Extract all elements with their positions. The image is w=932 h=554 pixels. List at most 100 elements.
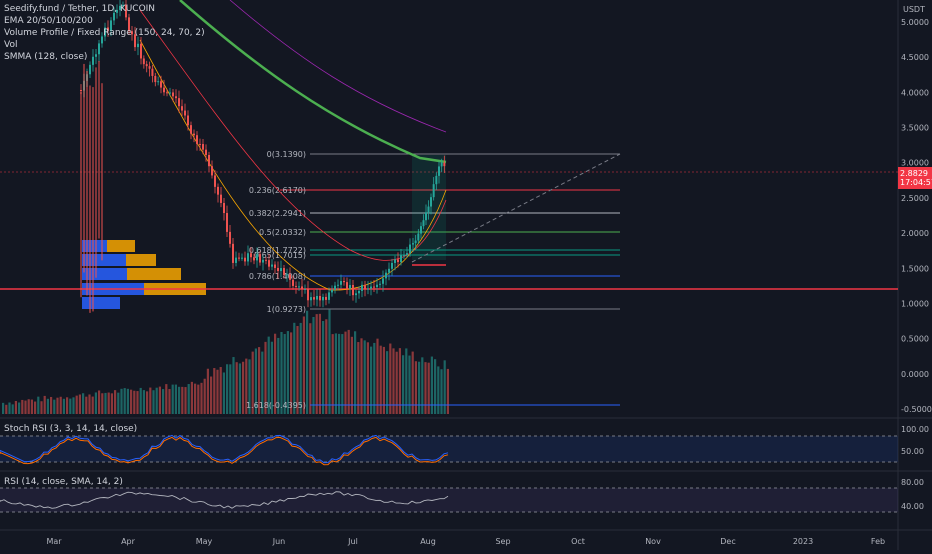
candle-body bbox=[244, 257, 246, 262]
time-axis-label: May bbox=[196, 537, 213, 546]
volume-bar bbox=[286, 331, 289, 414]
candle-body bbox=[438, 166, 440, 176]
price-axis-label: 0.0000 bbox=[901, 370, 929, 379]
volume-bar bbox=[94, 392, 97, 414]
candle-body bbox=[259, 254, 261, 263]
legend-ema[interactable]: EMA 20/50/100/200 bbox=[4, 16, 93, 26]
candle-body bbox=[283, 268, 285, 276]
legend-pair[interactable]: Seedify.fund / Tether, 1D, KUCOIN bbox=[4, 4, 156, 14]
candle-body bbox=[364, 284, 366, 290]
volume-bar bbox=[50, 396, 53, 414]
legend-volume-profile[interactable]: Volume Profile / Fixed Range (150, 24, 7… bbox=[4, 28, 205, 38]
volume-bar bbox=[200, 382, 203, 414]
volume-bar bbox=[398, 348, 401, 414]
candle-body bbox=[310, 297, 312, 301]
price-axis-label: 5.0000 bbox=[901, 18, 929, 27]
volume-bar bbox=[270, 341, 273, 414]
candle-body bbox=[370, 286, 372, 289]
candle-body bbox=[414, 240, 417, 244]
volume-bar bbox=[158, 386, 161, 414]
volume-bar bbox=[338, 333, 341, 414]
candle-body bbox=[425, 212, 427, 221]
candle-body bbox=[406, 253, 408, 255]
volume-bar bbox=[14, 400, 17, 414]
volume-bar bbox=[78, 394, 81, 414]
volume-bar bbox=[347, 329, 350, 414]
candle-body bbox=[169, 92, 171, 94]
volume-bar bbox=[219, 367, 222, 414]
candle-body bbox=[443, 162, 446, 167]
volume-bar bbox=[427, 362, 430, 414]
volume-bar bbox=[21, 399, 24, 414]
volume-bar bbox=[69, 398, 72, 414]
price-axis-label: 2.0000 bbox=[901, 229, 929, 238]
candle-body bbox=[122, 4, 124, 6]
candle-body bbox=[325, 296, 327, 300]
candle-body bbox=[226, 213, 228, 232]
candle-body bbox=[430, 197, 432, 207]
fib-level-label: 0.382(2.2941) bbox=[249, 209, 306, 218]
price-axis-label: 2.5000 bbox=[901, 194, 929, 203]
candle-body bbox=[172, 92, 174, 97]
candle-body bbox=[394, 259, 396, 263]
rsi-legend[interactable]: RSI (14, close, SMA, 14, 2) bbox=[4, 477, 123, 487]
volume-bar bbox=[238, 363, 241, 414]
candle-body bbox=[235, 257, 237, 263]
current-price: 2.8829 bbox=[900, 169, 928, 178]
volume-bar bbox=[27, 399, 30, 414]
candle-body bbox=[98, 43, 100, 55]
volume-bar bbox=[306, 310, 309, 414]
rsi-band bbox=[0, 488, 898, 512]
volume-bar bbox=[187, 384, 190, 414]
volume-bar bbox=[379, 345, 382, 414]
time-axis-label: Apr bbox=[121, 537, 136, 546]
volume-bar bbox=[411, 351, 414, 414]
volume-profile-buy-bar bbox=[82, 254, 126, 266]
early-candle bbox=[101, 83, 103, 261]
price-axis-label: 3.0000 bbox=[901, 159, 929, 168]
volume-profile-buy-bar bbox=[82, 268, 127, 280]
candle-body bbox=[292, 279, 294, 286]
candle-body bbox=[214, 175, 216, 187]
fib-level-label: 0.5(2.0332) bbox=[259, 228, 306, 237]
volume-bar bbox=[40, 401, 43, 414]
candle-body bbox=[274, 264, 276, 268]
price-axis-label: 0.5000 bbox=[901, 335, 929, 344]
candle-body bbox=[313, 297, 315, 300]
volume-bar bbox=[267, 336, 270, 414]
legend-vol[interactable]: Vol bbox=[4, 40, 18, 50]
volume-bar bbox=[104, 392, 107, 414]
volume-bar bbox=[56, 397, 59, 414]
volume-bar bbox=[261, 351, 264, 414]
price-axis-label: 1.5000 bbox=[901, 264, 929, 273]
candle-body bbox=[134, 34, 136, 48]
volume-bar bbox=[210, 376, 213, 414]
volume-bar bbox=[328, 309, 331, 414]
ema-50-line bbox=[139, 39, 447, 291]
candle-body bbox=[340, 281, 342, 285]
fib-level-label: 1(0.9273) bbox=[267, 305, 306, 314]
candle-body bbox=[125, 4, 127, 18]
volume-bar bbox=[334, 333, 337, 414]
candle-body bbox=[355, 293, 357, 296]
candle-body bbox=[331, 289, 333, 293]
candle-body bbox=[131, 31, 133, 35]
volume-bar bbox=[414, 361, 417, 414]
volume-bar bbox=[392, 348, 395, 414]
candle-body bbox=[403, 254, 405, 256]
volume-profile-sell-bar bbox=[127, 268, 181, 280]
fib-level-label: 0(3.1390) bbox=[267, 150, 306, 159]
volume-bar bbox=[117, 392, 120, 414]
candle-body bbox=[301, 286, 303, 290]
volume-bar bbox=[293, 322, 296, 414]
volume-bar bbox=[62, 398, 65, 414]
candle-body bbox=[187, 115, 189, 126]
volume-bar bbox=[437, 366, 440, 414]
stoch-legend[interactable]: Stoch RSI (3, 3, 14, 14, close) bbox=[4, 424, 138, 434]
volume-bar bbox=[194, 383, 197, 414]
legend-smma[interactable]: SMMA (128, close) bbox=[4, 52, 88, 62]
candle-body bbox=[289, 274, 291, 280]
candle-body bbox=[265, 259, 267, 261]
